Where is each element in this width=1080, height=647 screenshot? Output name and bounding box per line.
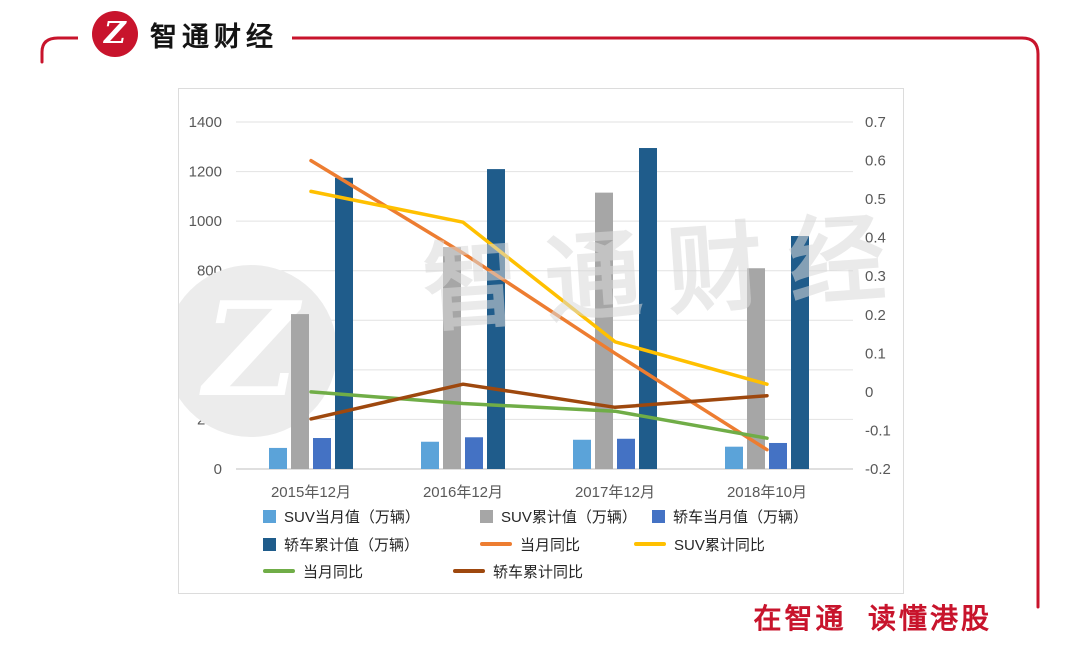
bar [421, 441, 439, 470]
footer-slogan: 在智通 读懂港股 [753, 603, 992, 634]
bar [769, 442, 787, 469]
brand-logo: Z 智通财经 [78, 6, 292, 62]
y2-axis-label: 0.7 [865, 114, 886, 131]
watermark-monogram: Z [199, 273, 303, 426]
bar [335, 177, 353, 469]
y-axis-label: 0 [214, 461, 222, 478]
x-axis-label: 2015年12月 [271, 484, 351, 501]
chart: 0200400600800100012001400-0.2-0.100.10.2… [179, 114, 903, 501]
y2-axis-label: 0.1 [865, 345, 886, 362]
x-axis-label: 2016年12月 [423, 484, 503, 501]
line-series [309, 390, 769, 440]
brand-monogram: Z [104, 16, 126, 51]
bar [725, 446, 743, 469]
y2-axis-label: -0.1 [865, 422, 891, 439]
x-axis-label: 2017年12月 [575, 484, 655, 501]
brand-logo-icon: Z [92, 11, 138, 57]
bar [313, 438, 331, 470]
brand-name: 智通财经 [150, 21, 278, 52]
bar [465, 437, 483, 469]
chart-panel: 0200400600800100012001400-0.2-0.100.10.2… [178, 88, 904, 594]
bar [291, 314, 309, 469]
y-axis-label: 1200 [189, 164, 222, 181]
x-axis-label: 2018年10月 [727, 484, 807, 501]
bar [617, 438, 635, 469]
bar [573, 439, 591, 469]
y-axis-label: 1400 [189, 114, 222, 131]
line-series [309, 382, 769, 421]
y2-axis-label: 0.6 [865, 153, 886, 170]
y2-axis-label: -0.2 [865, 461, 891, 478]
bar [269, 447, 287, 470]
y-axis-label: 1000 [189, 213, 222, 230]
y2-axis-label: 0 [865, 384, 873, 401]
